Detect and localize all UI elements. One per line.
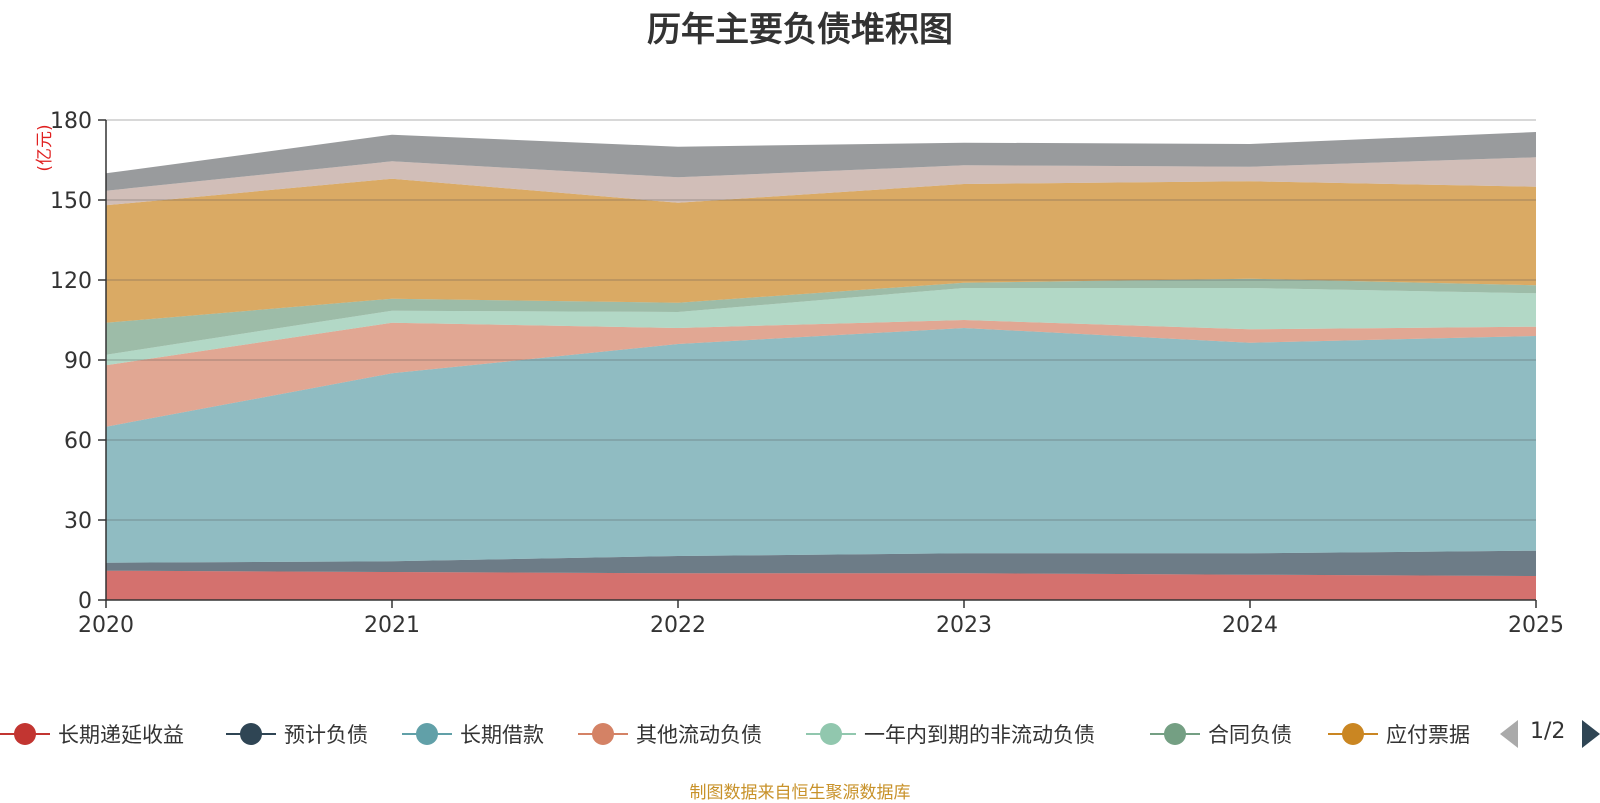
legend-label: 一年内到期的非流动负债 (864, 723, 1095, 747)
area-series-7[interactable] (106, 178, 1536, 323)
legend-marker-icon (1150, 714, 1200, 754)
legend-item[interactable]: 合同负债 (1150, 714, 1292, 754)
legend-dot (240, 723, 262, 745)
x-tick-label: 2022 (650, 613, 706, 638)
source-note: 制图数据来自恒生聚源数据库 (689, 783, 911, 803)
legend-label: 应付票据 (1386, 723, 1470, 747)
legend-dot (416, 723, 438, 745)
y-tick-label: 30 (64, 509, 92, 534)
legend-dot (1164, 723, 1186, 745)
legend-item[interactable]: 预计负债 (226, 714, 368, 754)
area-series-4[interactable] (106, 320, 1536, 427)
legend-marker-icon (578, 714, 628, 754)
legend-label: 长期借款 (460, 723, 544, 747)
y-tick-label: 90 (64, 349, 92, 374)
area-series-5[interactable] (106, 288, 1536, 366)
legend-label: 合同负债 (1208, 723, 1292, 747)
y-axis-label: (亿元) (35, 124, 55, 171)
y-tick-label: 120 (50, 269, 92, 294)
x-tick-label: 2021 (364, 613, 420, 638)
legend-marker-icon (806, 714, 856, 754)
area-series-1[interactable] (106, 570, 1536, 600)
legend-label: 预计负债 (284, 723, 368, 747)
legend-item[interactable]: 长期递延收益 (0, 714, 184, 754)
legend-label: 其他流动负债 (636, 723, 762, 747)
legend-dot (820, 723, 842, 745)
legend-marker-icon (402, 714, 452, 754)
x-tick-label: 2024 (1222, 613, 1278, 638)
area-series-3[interactable] (106, 328, 1536, 563)
legend-item[interactable]: 长期借款 (402, 714, 544, 754)
y-tick-label: 60 (64, 429, 92, 454)
legend-label: 长期递延收益 (58, 723, 184, 747)
area-series-9[interactable] (106, 132, 1536, 191)
x-tick-label: 2020 (78, 613, 134, 638)
legend-marker-icon (1328, 714, 1378, 754)
legend-item[interactable]: 其他流动负债 (578, 714, 762, 754)
legend-item[interactable]: 一年内到期的非流动负债 (806, 714, 1095, 754)
x-tick-label: 2025 (1508, 613, 1564, 638)
area-series-2[interactable] (106, 550, 1536, 576)
legend-pager: 1/2 (1500, 714, 1600, 754)
legend-prev-page-icon[interactable] (1500, 720, 1518, 748)
chart-area: 0 30 60 90 120 150 180 2020 2021 2022 2023 2024 2025… (35, 109, 1564, 638)
x-tick-label: 2023 (936, 613, 992, 638)
legend-marker-icon (0, 714, 50, 754)
area-series-6[interactable] (106, 278, 1536, 355)
y-tick-label: 150 (50, 189, 92, 214)
chart-title: 历年主要负债堆积图 (647, 10, 953, 50)
legend-dot (14, 723, 36, 745)
area-series-8[interactable] (106, 157, 1536, 206)
legend-marker-icon (226, 714, 276, 754)
legend: 长期递延收益 预计负债 长期借款 其他流动负债 一年内到期的非流动负债 合同负债 应付票据 (0, 714, 1600, 754)
legend-item[interactable]: 应付票据 (1328, 714, 1470, 754)
y-tick-label: 180 (50, 109, 92, 134)
legend-page-indicator: 1/2 (1530, 719, 1566, 744)
legend-dot (592, 723, 614, 745)
y-tick-label: 0 (78, 589, 92, 614)
legend-next-page-icon[interactable] (1582, 720, 1600, 748)
legend-dot (1342, 723, 1364, 745)
